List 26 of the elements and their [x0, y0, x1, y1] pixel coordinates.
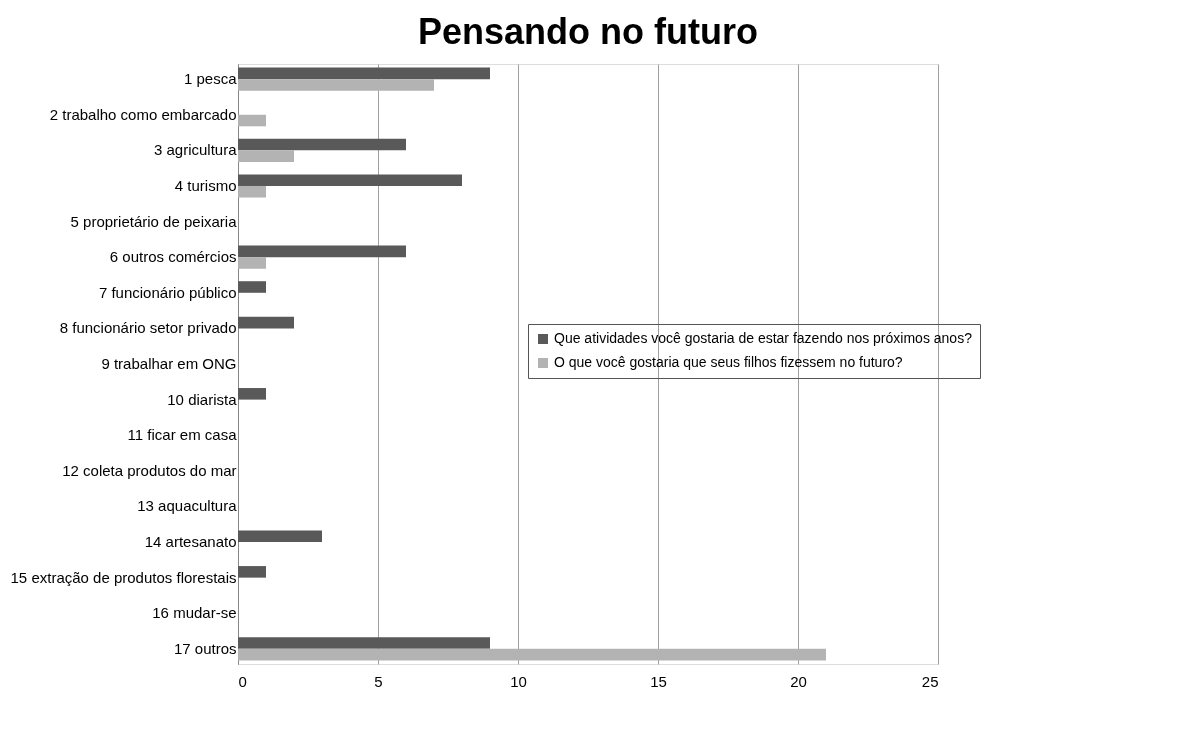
- y-tick-label: 9 trabalhar em ONG: [101, 355, 237, 372]
- y-tick-label: 11 ficar em casa: [127, 426, 238, 444]
- y-tick-label: 1 pesca: [183, 70, 238, 88]
- legend-label: O que você gostaria que seus filhos fizessem no futuro?: [554, 354, 903, 370]
- x-tick-label: 10: [510, 672, 527, 690]
- y-tick-label: 13 aquacultura: [137, 497, 238, 515]
- y-tick-label: 17 outros: [173, 639, 237, 657]
- y-tick-label: 4 turismo: [174, 176, 237, 194]
- y-tick-label: 16 mudar-se: [152, 604, 237, 622]
- x-tick-label: 5: [374, 672, 383, 690]
- x-tick-label: 20: [790, 672, 807, 690]
- y-tick-label: 2 trabalho como embarcado: [49, 105, 237, 123]
- x-tick-label: 25: [921, 672, 939, 690]
- legend-label: Que atividades você gostaria de estar fazendo nos próximos anos?: [554, 330, 973, 346]
- y-tick-label: 8 funcionário setor privado: [59, 319, 237, 337]
- x-tick-label: 0: [238, 672, 247, 690]
- y-tick-label: 6 outros comércios: [109, 248, 237, 266]
- y-tick-label: 10 diarista: [167, 390, 238, 408]
- y-tick-label: 3 agricultura: [153, 141, 238, 159]
- y-tick-label: 15 extração de produtos florestais: [10, 568, 237, 586]
- y-tick-label: 7 funcionário público: [98, 283, 237, 301]
- x-tick-label: 15: [650, 672, 667, 690]
- y-tick-label: 5 proprietário de peixaria: [70, 212, 238, 230]
- y-tick-label: 14 artesanato: [144, 533, 237, 551]
- chart-title: Pensando no futuro: [418, 11, 758, 52]
- y-tick-label: 12 coleta produtos do mar: [62, 461, 237, 479]
